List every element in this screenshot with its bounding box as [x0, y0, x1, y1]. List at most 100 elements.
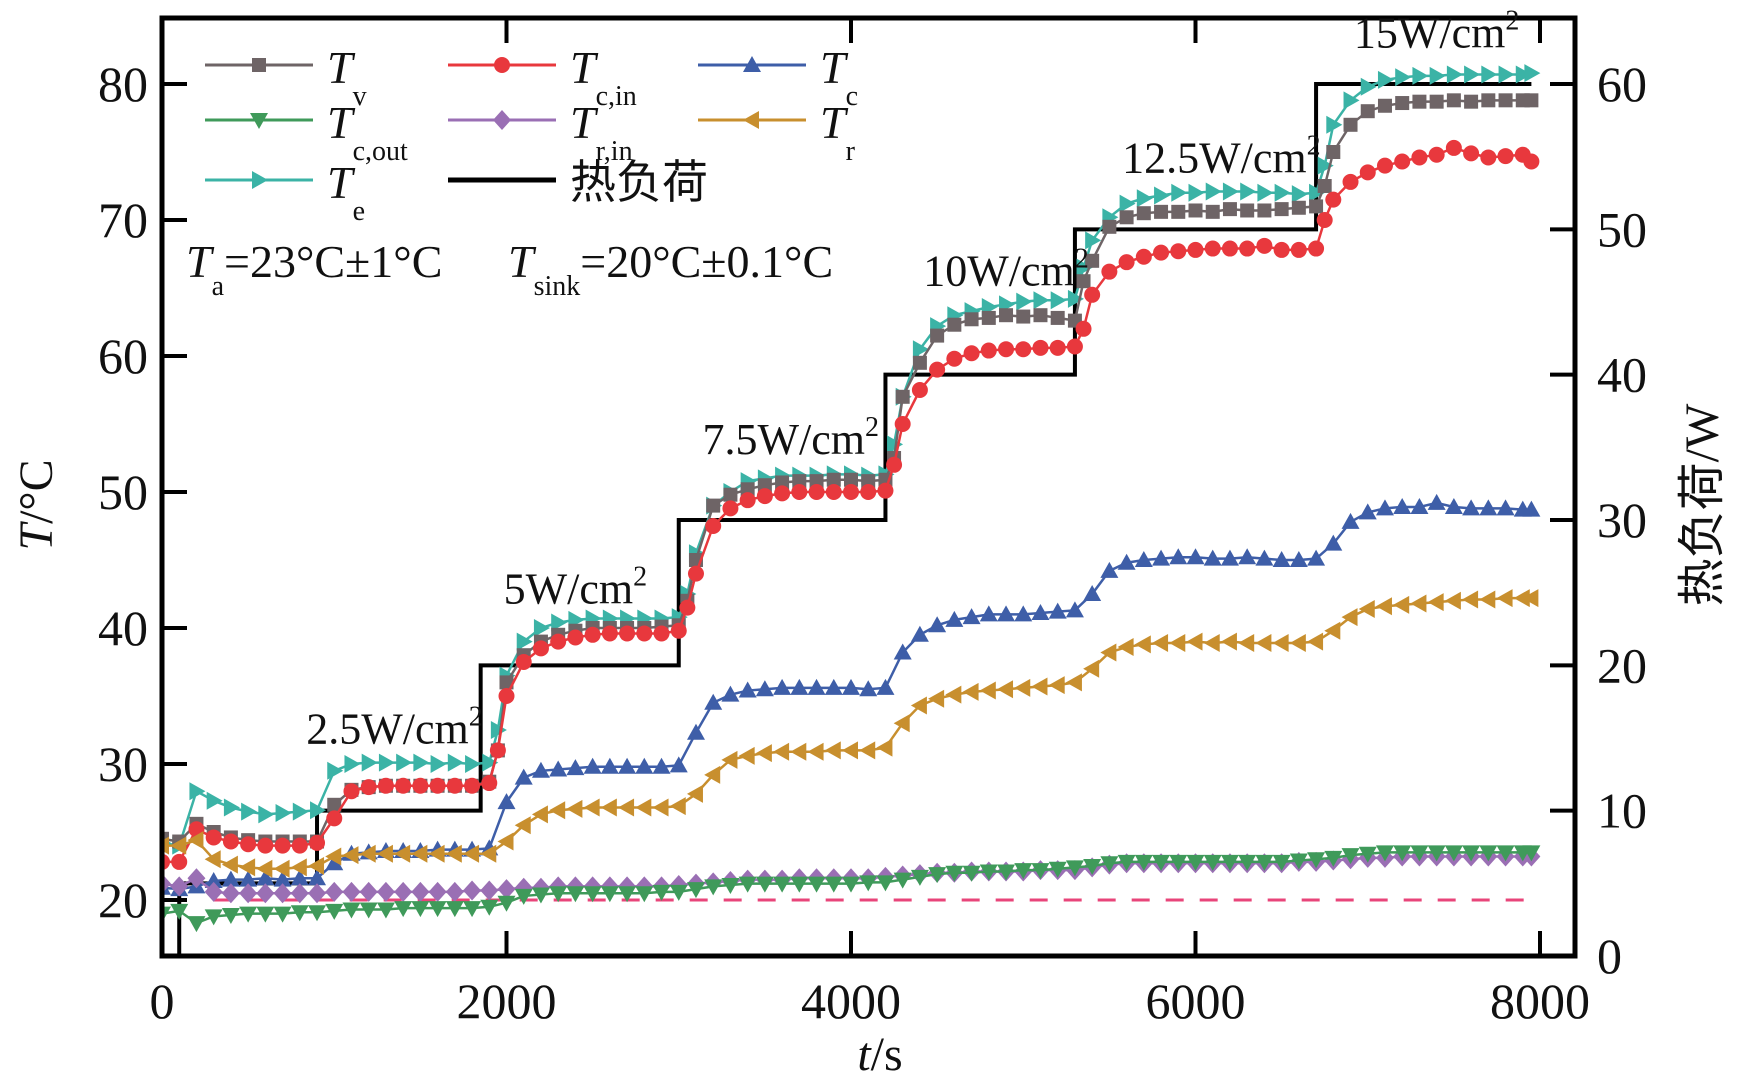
data-point-Tv — [792, 474, 807, 489]
data-point-Tr — [1100, 643, 1117, 662]
data-point-Tc — [1324, 534, 1343, 551]
data-point-Tr — [325, 847, 342, 866]
series-Tr — [162, 589, 1539, 878]
data-point-Trin — [256, 883, 275, 904]
data-point-Tcin — [515, 654, 532, 670]
data-point-Tr — [979, 681, 996, 700]
data-point-Tcout — [721, 878, 740, 895]
data-point-Tcout — [428, 901, 447, 918]
data-point-Trin — [170, 876, 189, 897]
data-point-Tr — [1427, 593, 1444, 612]
data-point-Tcout — [738, 876, 757, 893]
data-point-Tv — [1429, 94, 1444, 109]
data-point-Tcout — [566, 886, 585, 903]
data-point-Tr — [376, 844, 393, 863]
data-point-Tr — [910, 696, 927, 715]
annotation-text: 5W/cm — [504, 565, 634, 614]
data-point-Te — [344, 755, 361, 773]
annotation-superscript: 2 — [469, 702, 483, 733]
legend-label-main: T — [327, 97, 356, 148]
data-point-Tcout — [1117, 854, 1136, 871]
data-point-Tv — [1291, 200, 1306, 215]
data-point-Te — [1360, 77, 1377, 96]
data-point-Tcout — [170, 903, 189, 920]
legend-swatch-marker — [252, 171, 268, 189]
data-point-Tcin — [860, 484, 877, 500]
data-point-Tcout — [893, 872, 912, 889]
data-point-Te — [1085, 231, 1102, 250]
legend-label-sub: r,in — [596, 136, 633, 167]
data-point-Tv — [1154, 204, 1169, 219]
annotation-text: 10W/cm — [923, 246, 1075, 295]
data-point-Tcout — [790, 876, 809, 893]
data-point-Tcout — [1522, 845, 1541, 862]
data-point-Tc — [1186, 548, 1205, 565]
data-point-Tcin — [1308, 240, 1325, 257]
data-point-Tr — [273, 859, 290, 878]
data-point-Tcout — [1220, 854, 1239, 871]
data-point-Te — [1524, 64, 1541, 83]
data-point-Tcout — [1186, 854, 1205, 871]
data-point-Tc — [1065, 601, 1084, 618]
data-point-Tcin — [464, 777, 481, 794]
data-point-Tcin — [877, 482, 894, 499]
data-point-Te — [1515, 65, 1532, 84]
data-point-Tr — [342, 846, 359, 865]
data-point-Te — [258, 805, 275, 824]
data-point-Tv — [1188, 203, 1203, 218]
y-right-tick-label: 0 — [1597, 928, 1622, 984]
data-point-Tr — [928, 689, 945, 708]
data-point-Tr — [842, 741, 858, 760]
data-point-Tcout — [1324, 850, 1343, 867]
data-point-Tc — [600, 757, 619, 774]
data-point-Tcin — [360, 779, 377, 796]
data-point-Tc — [842, 678, 860, 695]
data-point-Te — [378, 753, 395, 772]
data-point-Tr — [187, 831, 204, 850]
data-point-Tcin — [1032, 339, 1049, 356]
data-point-Tcin — [679, 599, 696, 616]
data-point-Tcin — [998, 341, 1015, 358]
data-point-Tr — [1152, 633, 1169, 652]
data-point-Tv — [964, 312, 979, 327]
data-point-Tcin — [808, 484, 825, 500]
legend-label: Tv — [327, 42, 367, 112]
data-point-Te — [1446, 65, 1463, 84]
data-point-Tc — [1220, 549, 1239, 566]
data-point-Tcin — [1523, 153, 1540, 170]
data-point-Tc — [566, 759, 585, 776]
data-point-Tc — [1522, 500, 1541, 517]
data-point-Tr — [256, 859, 273, 878]
data-point-Tr — [566, 799, 583, 818]
data-point-Tcout — [618, 886, 637, 903]
x-tick-label: 0 — [150, 973, 175, 1029]
legend-item-Tc: Tc — [698, 42, 858, 112]
data-point-Tcout — [1169, 854, 1188, 871]
data-point-Tv — [1085, 253, 1100, 268]
data-point-Tcin — [446, 777, 463, 794]
annotation-text: 7.5W/cm — [702, 415, 865, 464]
data-point-Tv — [499, 675, 514, 690]
data-point-Tcin — [567, 629, 584, 646]
data-point-Tv — [1498, 93, 1513, 108]
data-point-Tr — [1186, 632, 1203, 651]
data-point-Tcout — [824, 876, 843, 893]
data-point-Tc — [669, 756, 688, 773]
series-layer — [162, 64, 1541, 956]
data-point-Tcout — [1393, 845, 1412, 862]
data-point-Tc — [876, 678, 895, 695]
data-point-Tc — [618, 757, 637, 774]
data-point-Tr — [997, 680, 1014, 699]
data-point-Tc — [1238, 548, 1257, 565]
data-point-Tr — [1410, 594, 1427, 613]
y-left-tick-label: 40 — [98, 600, 148, 656]
legend-label-main: T — [570, 42, 599, 93]
legend-label-main: T — [820, 42, 849, 93]
data-point-Tcout — [755, 876, 774, 893]
data-point-Te — [206, 791, 223, 810]
data-point-Tcout — [308, 905, 327, 922]
data-point-Tcout — [256, 906, 275, 923]
data-point-Tr — [411, 844, 428, 863]
data-point-Tc — [859, 680, 878, 697]
data-point-Tcin — [1497, 148, 1514, 165]
